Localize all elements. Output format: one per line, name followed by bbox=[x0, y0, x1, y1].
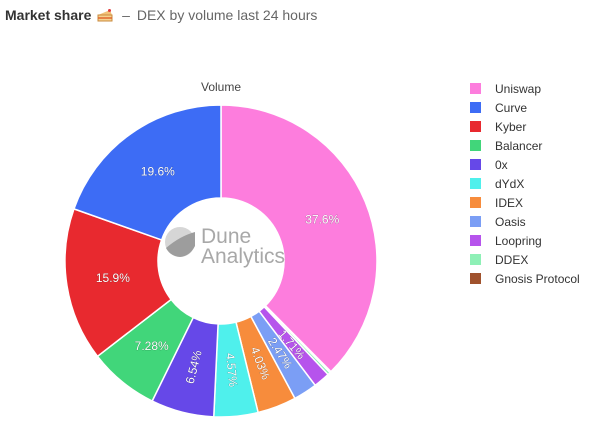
legend-item-idex[interactable]: IDEX bbox=[470, 193, 580, 212]
watermark-line-2: Analytics bbox=[201, 245, 285, 268]
legend-swatch bbox=[470, 235, 481, 246]
legend-label: Oasis bbox=[495, 214, 526, 229]
donut-slices bbox=[64, 104, 378, 418]
legend-swatch bbox=[470, 197, 481, 208]
dune-logo-icon bbox=[165, 227, 195, 257]
legend-label: Uniswap bbox=[495, 81, 542, 96]
legend-item-dydx[interactable]: dYdX bbox=[470, 174, 580, 193]
legend-swatch bbox=[470, 83, 481, 94]
legend-label: Kyber bbox=[495, 119, 527, 134]
legend-swatch bbox=[470, 216, 481, 227]
chart-title: Volume bbox=[201, 80, 241, 94]
legend-label: DDEX bbox=[495, 252, 529, 267]
slice-label-dydx: 4.57% bbox=[223, 352, 240, 388]
legend-item-balancer[interactable]: Balancer bbox=[470, 136, 580, 155]
legend-item-curve[interactable]: Curve bbox=[470, 98, 580, 117]
title-separator: – bbox=[122, 7, 130, 23]
legend-item-ddex[interactable]: DDEX bbox=[470, 250, 580, 269]
slice-curve[interactable] bbox=[73, 104, 222, 241]
legend-label: Curve bbox=[495, 100, 528, 115]
slice-label-kyber: 15.9% bbox=[96, 271, 130, 285]
legend-swatch bbox=[470, 102, 481, 113]
watermark-line-1: Dune bbox=[201, 225, 251, 248]
legend-item-oasis[interactable]: Oasis bbox=[470, 212, 580, 231]
legend-item-uniswap[interactable]: Uniswap bbox=[470, 79, 580, 98]
chart-header: Market share – DEX by volume last 24 hou… bbox=[5, 5, 317, 25]
legend-label: 0x bbox=[495, 157, 508, 172]
legend-item-kyber[interactable]: Kyber bbox=[470, 117, 580, 136]
legend-label: Gnosis Protocol bbox=[495, 271, 580, 286]
legend-label: dYdX bbox=[495, 176, 525, 191]
slice-label-curve: 19.6% bbox=[141, 165, 175, 179]
legend-item-gnosis-protocol[interactable]: Gnosis Protocol bbox=[470, 269, 580, 288]
dune-analytics-watermark: Dune Analytics bbox=[165, 225, 285, 268]
legend-label: Balancer bbox=[495, 138, 543, 153]
page-title: Market share bbox=[5, 7, 92, 23]
legend-swatch bbox=[470, 254, 481, 265]
legend-item-0x[interactable]: 0x bbox=[470, 155, 580, 174]
page-subtitle: DEX by volume last 24 hours bbox=[136, 7, 318, 23]
slice-label-uniswap: 37.6% bbox=[305, 212, 339, 226]
legend-swatch bbox=[470, 178, 481, 189]
chart-legend: Uniswap Curve Kyber Balancer 0x dYdX IDEX Oasis… bbox=[470, 79, 580, 288]
legend-label: IDEX bbox=[495, 195, 524, 210]
slice-label-balancer: 7.28% bbox=[135, 339, 169, 353]
slice-kyber[interactable] bbox=[64, 207, 173, 358]
legend-swatch bbox=[470, 121, 481, 132]
cake-icon bbox=[95, 5, 115, 25]
legend-swatch bbox=[470, 140, 481, 151]
slice-uniswap[interactable] bbox=[220, 104, 378, 373]
legend-item-loopring[interactable]: Loopring bbox=[470, 231, 580, 250]
legend-label: Loopring bbox=[495, 233, 542, 248]
legend-swatch bbox=[470, 159, 481, 170]
legend-swatch bbox=[470, 273, 481, 284]
